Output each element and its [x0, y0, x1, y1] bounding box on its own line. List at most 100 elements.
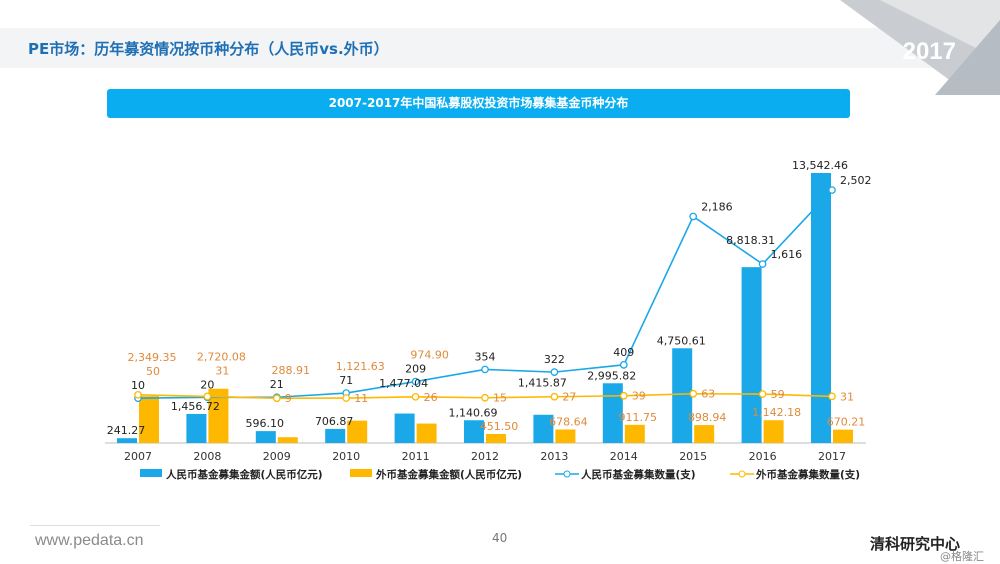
chart-title: 2007-2017年中国私募股权投资市场募集基金币种分布 [107, 89, 850, 118]
data-label-foreign-amount: 898.94 [688, 411, 727, 424]
bar-rmb-amount [325, 428, 346, 443]
bar-foreign-amount [277, 437, 298, 443]
data-label-foreign-count: 59 [771, 388, 785, 401]
point-foreign-count [550, 392, 559, 401]
data-label-rmb-amount: 1,140.69 [449, 406, 498, 419]
x-tick-label: 2017 [818, 450, 846, 463]
data-label-foreign-count: 27 [562, 391, 576, 404]
x-tick-label: 2016 [749, 450, 777, 463]
point-rmb-count [689, 212, 698, 221]
data-label-foreign-amount: 2,720.08 [197, 350, 246, 363]
bar-rmb-amount [811, 172, 831, 443]
point-rmb-count [550, 368, 559, 376]
data-label-foreign-count: 31 [840, 390, 854, 403]
data-label-rmb-count: 10 [131, 379, 145, 392]
data-label-foreign-count: 26 [424, 391, 438, 404]
data-label-foreign-amount: 911.75 [619, 411, 658, 424]
data-label-foreign-count: 50 [146, 365, 160, 378]
bar-foreign-amount [555, 429, 576, 443]
bar-foreign-amount [624, 424, 645, 443]
bar-foreign-amount [139, 396, 159, 443]
data-label-foreign-count: 63 [701, 388, 715, 401]
bar-rmb-amount [255, 431, 276, 443]
data-label-rmb-amount: 706.87 [315, 415, 354, 428]
data-label-rmb-amount: 4,750.61 [657, 334, 706, 347]
point-foreign-count [342, 394, 351, 402]
x-tick-label: 2008 [193, 450, 221, 463]
legend-label: 人民币基金募集金额(人民币亿元) [166, 468, 323, 481]
bar-rmb-amount [741, 267, 762, 443]
point-rmb-count [758, 260, 767, 268]
data-label-rmb-amount: 1,477.04 [379, 377, 428, 390]
x-tick-label: 2012 [471, 450, 499, 463]
point-rmb-count [411, 377, 420, 386]
data-label-rmb-amount: 8,818.31 [726, 234, 775, 247]
x-tick-label: 2010 [332, 450, 360, 463]
data-label-rmb-amount: 596.10 [246, 417, 285, 430]
bar-foreign-amount [416, 423, 437, 443]
data-label-rmb-count: 322 [544, 353, 565, 366]
data-label-foreign-count: 15 [493, 392, 507, 405]
data-label-foreign-count: 39 [632, 390, 646, 403]
footer-divider [30, 525, 160, 526]
point-foreign-count [411, 392, 420, 401]
bar-foreign-amount [833, 429, 853, 443]
data-label-rmb-amount: 241.27 [107, 424, 146, 437]
bar-foreign-amount [486, 433, 506, 443]
data-label-rmb-count: 2,186 [701, 200, 733, 213]
data-label-foreign-amount: 288.91 [272, 364, 311, 377]
data-label-rmb-count: 21 [270, 378, 284, 391]
point-foreign-count [758, 390, 767, 398]
data-label-rmb-amount: 2,995.82 [587, 369, 636, 382]
year-badge: 2017 [902, 38, 956, 65]
data-label-rmb-count: 71 [339, 374, 353, 387]
point-foreign-count [619, 391, 628, 400]
legend-marker [563, 470, 571, 478]
data-label-foreign-amount: 1,142.18 [752, 406, 801, 419]
data-label-foreign-count: 31 [215, 364, 229, 377]
x-tick-label: 2009 [263, 450, 291, 463]
legend-swatch [140, 469, 162, 477]
data-label-foreign-amount: 1,121.63 [336, 360, 385, 373]
watermark: @格隆汇 [940, 550, 984, 563]
point-foreign-count [481, 393, 489, 402]
point-rmb-count [481, 365, 489, 374]
data-label-foreign-count: 9 [285, 392, 292, 405]
data-label-rmb-count: 20 [200, 378, 214, 391]
legend-marker [738, 470, 746, 478]
footer-url[interactable]: www.pedata.cn [35, 532, 144, 549]
bar-rmb-amount [394, 413, 415, 443]
data-label-foreign-amount: 678.64 [549, 415, 588, 428]
point-foreign-count [134, 390, 142, 399]
data-label-foreign-amount: 2,349.35 [128, 351, 177, 364]
data-label-foreign-count: 11 [354, 392, 368, 405]
bar-foreign-amount [694, 425, 715, 443]
page-title: PE市场：历年募资情况按币种分布（人民币vs.外币） [28, 40, 389, 58]
data-label-rmb-amount: 1,456.72 [171, 400, 220, 413]
data-label-rmb-count: 409 [613, 346, 634, 359]
bar-rmb-amount [117, 438, 137, 443]
x-tick-label: 2011 [402, 450, 430, 463]
data-label-rmb-count: 354 [475, 350, 496, 363]
data-label-foreign-amount: 670.21 [827, 416, 866, 429]
point-foreign-count [689, 389, 698, 398]
data-label-foreign-amount: 451.50 [480, 420, 519, 433]
legend-label: 人民币基金募集数量(支) [581, 468, 696, 481]
legend-swatch [350, 469, 372, 477]
point-rmb-count [828, 186, 836, 194]
bar-rmb-amount [186, 413, 207, 443]
bar-foreign-amount [347, 420, 368, 443]
data-label-rmb-amount: 1,415.87 [518, 377, 567, 390]
bar-foreign-amount [763, 420, 784, 443]
data-label-rmb-count: 2,502 [840, 174, 872, 187]
bar-foreign-amount [208, 388, 229, 443]
point-rmb-count [619, 360, 628, 369]
data-label-foreign-amount: 974.90 [410, 349, 449, 362]
data-label-rmb-amount: 13,542.46 [792, 159, 848, 172]
brand-logo: 清科研究中心 [870, 535, 961, 553]
legend-label: 外币基金募集金额(人民币亿元) [375, 468, 522, 481]
point-foreign-count [272, 394, 281, 403]
page-number: 40 [492, 531, 508, 545]
x-tick-label: 2013 [540, 450, 568, 463]
